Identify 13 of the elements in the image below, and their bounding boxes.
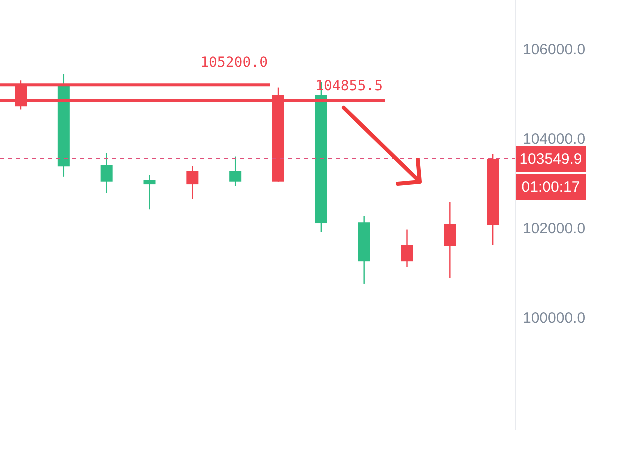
candlestick — [230, 156, 242, 187]
y-tick-label: 102000.0 — [523, 220, 586, 238]
y-tick-label: 104000.0 — [523, 130, 586, 148]
candlestick — [144, 174, 156, 210]
ref-line-label: 103549.9 — [520, 151, 582, 168]
candlestick — [401, 229, 414, 268]
candlestick — [100, 152, 113, 194]
y-tick-label: 100000.0 — [523, 310, 586, 328]
y-tick-label: 106000.0 — [523, 41, 586, 58]
text: 01:00:17 — [522, 179, 580, 196]
ref-line-label: 105200.0 — [200, 55, 268, 72]
candlestick — [186, 166, 199, 200]
candlestick — [444, 201, 456, 279]
